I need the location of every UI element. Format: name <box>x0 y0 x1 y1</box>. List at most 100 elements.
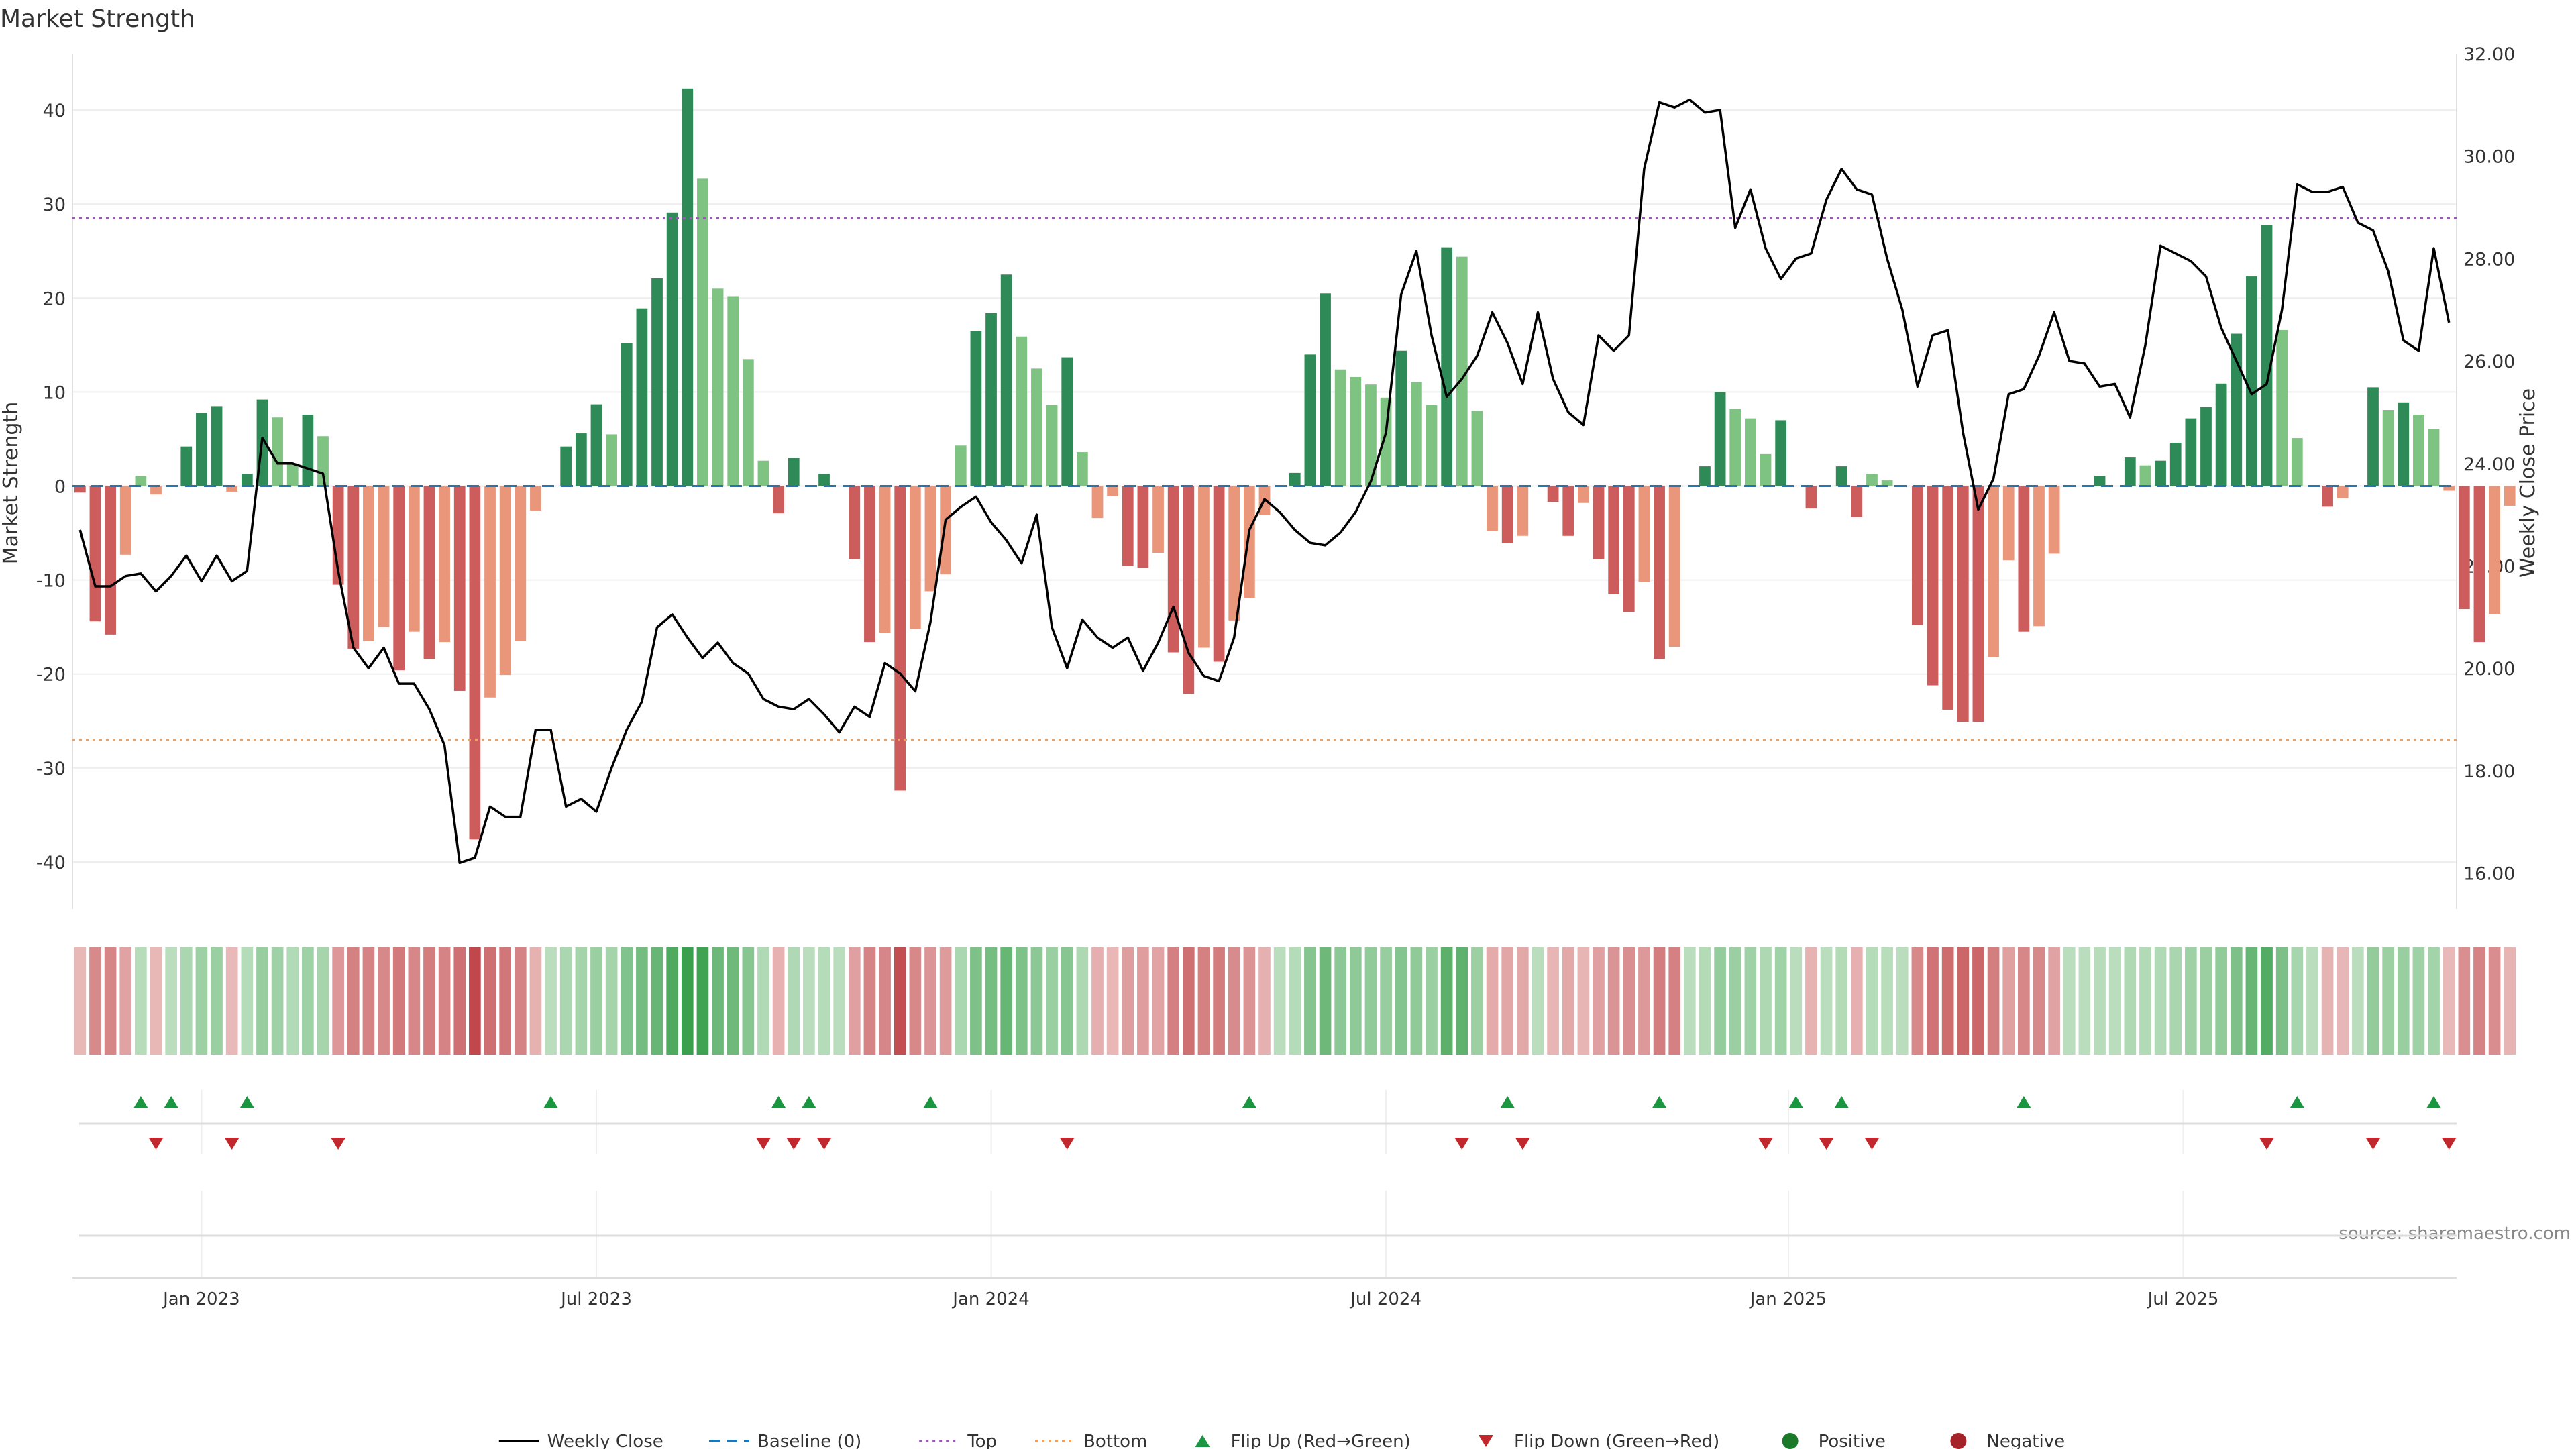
heat-cell <box>1532 947 1544 1055</box>
y-tick-label: 0 <box>54 477 66 498</box>
strength-bar <box>2185 418 2197 486</box>
strength-bar <box>1487 486 1498 531</box>
flip-down-marker <box>1864 1138 1880 1150</box>
strength-bar <box>1608 486 1620 594</box>
heat-cell <box>559 947 572 1055</box>
strength-bar <box>2276 329 2288 486</box>
heat-cell <box>1607 947 1620 1055</box>
strength-bar <box>347 486 360 649</box>
strength-bar <box>1380 397 1392 486</box>
strength-bar <box>849 486 861 559</box>
strength-bar <box>1320 293 1331 486</box>
flip-markers-panel <box>79 1090 2457 1154</box>
strength-bar <box>712 288 724 486</box>
heat-cell <box>1289 947 1301 1055</box>
strength-bar <box>211 406 223 486</box>
heat-cell <box>438 947 451 1055</box>
heat-cell <box>1927 947 1939 1055</box>
y2-tick-label: 26.00 <box>2463 352 2515 372</box>
heat-cell <box>135 947 147 1055</box>
strength-bar <box>894 486 906 791</box>
y-tick-label: -30 <box>36 759 66 780</box>
strength-bar <box>423 486 435 659</box>
weekly-close-line <box>78 98 2451 865</box>
strength-bar <box>1501 486 1513 543</box>
strength-bar <box>924 486 936 592</box>
heat-cell <box>2291 947 2304 1055</box>
flip-up-marker <box>1500 1096 1515 1108</box>
y2-tick-label: 30.00 <box>2463 147 2515 168</box>
heat-cell <box>2094 947 2106 1055</box>
heat-cell <box>575 947 588 1055</box>
strength-bar <box>818 474 830 486</box>
strength-bar <box>1183 486 1195 694</box>
heat-cell <box>1334 947 1347 1055</box>
strength-bar <box>499 486 511 676</box>
flip-down-marker <box>816 1138 832 1150</box>
flip-up-marker <box>801 1096 816 1108</box>
flip-up-marker <box>1652 1096 1667 1108</box>
heat-cell <box>150 947 162 1055</box>
heat-cell <box>1593 947 1605 1055</box>
heat-cell <box>1471 947 1483 1055</box>
strength-bar <box>1729 409 1741 486</box>
heat-cell <box>1380 947 1392 1055</box>
flip-up-marker <box>133 1096 148 1108</box>
strength-bar <box>1957 486 1969 722</box>
strength-bar <box>363 486 374 641</box>
x-tick-label: Jan 2024 <box>951 1289 1030 1309</box>
heat-cell <box>636 947 648 1055</box>
y-tick-label: 30 <box>43 195 66 215</box>
strength-bar <box>1152 486 1164 553</box>
heat-cell <box>256 947 268 1055</box>
strength-bar <box>1866 474 1878 486</box>
y-tick-label: -40 <box>36 853 66 873</box>
heat-cell <box>1699 947 1711 1055</box>
strength-bar <box>1927 486 1939 686</box>
y2-tick-label: 24.00 <box>2463 454 2515 475</box>
heat-cell <box>1911 947 1924 1055</box>
heat-cell <box>803 947 815 1055</box>
strength-bar <box>1456 256 1468 486</box>
x-tick-label: Jul 2024 <box>1349 1289 1421 1309</box>
heat-cell <box>818 947 830 1055</box>
heat-cell <box>1790 947 1803 1055</box>
heat-cell <box>2458 947 2471 1055</box>
heat-cell <box>1349 947 1362 1055</box>
strength-bar <box>1471 411 1483 486</box>
y-axis-label: Market Strength <box>0 402 23 564</box>
strength-bar <box>1107 486 1119 496</box>
heat-cell <box>408 947 421 1055</box>
strength-bar <box>2337 486 2349 498</box>
strength-bar <box>2413 415 2424 486</box>
strength-bar <box>1304 354 1316 486</box>
heat-cell <box>1653 947 1666 1055</box>
heat-cell <box>696 947 709 1055</box>
heat-cell <box>362 947 375 1055</box>
heat-cell <box>1896 947 1909 1055</box>
flip-up-marker <box>771 1096 786 1108</box>
strength-bar <box>1061 357 1073 486</box>
strength-bar <box>1365 384 1377 486</box>
legend-swatch <box>1782 1433 1799 1449</box>
strength-bar <box>1517 486 1529 536</box>
lower-empty-panel: Jan 2023 Jul 2023 Jan 2024 Jul 2024 Jan 2025… <box>72 1191 2457 1309</box>
flip-up-marker <box>239 1096 255 1108</box>
strength-bar <box>1745 418 1756 486</box>
heat-cell <box>1258 947 1271 1055</box>
heat-cell <box>2230 947 2243 1055</box>
flip-up-marker <box>543 1096 559 1108</box>
strength-bar <box>1046 405 1058 486</box>
strength-bar <box>1714 392 1726 486</box>
strength-bar <box>1547 486 1559 502</box>
heat-cell <box>1015 947 1028 1055</box>
strength-bar <box>2367 387 2379 486</box>
strength-bar <box>393 486 405 671</box>
x-tick-label: Jan 2025 <box>1749 1289 1827 1309</box>
strength-bar <box>1228 486 1240 621</box>
strength-bar <box>150 486 162 495</box>
strength-bar <box>1972 486 1984 722</box>
heat-cell <box>1760 947 1772 1055</box>
heat-cell <box>104 947 117 1055</box>
